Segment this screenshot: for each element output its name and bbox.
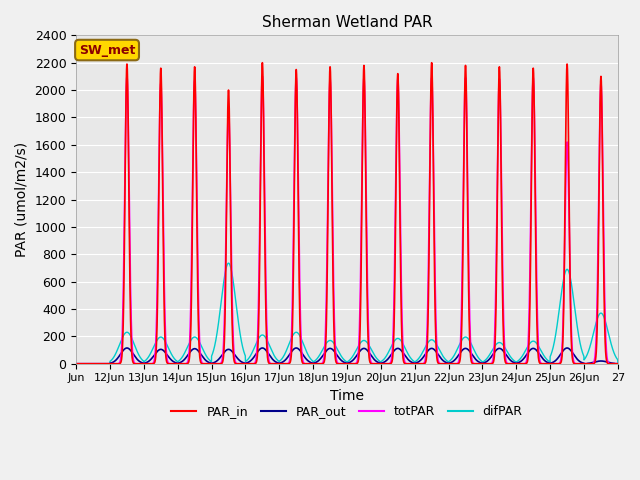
difPAR <box>368 348 376 353</box>
difPAR <box>225 260 232 266</box>
totPAR <box>123 73 131 79</box>
difPAR <box>374 358 382 363</box>
totPAR <box>614 361 621 367</box>
PAR_in <box>147 361 154 367</box>
PAR_in <box>232 361 239 367</box>
totPAR <box>72 361 80 367</box>
difPAR <box>614 361 621 367</box>
Title: Sherman Wetland PAR: Sherman Wetland PAR <box>262 15 433 30</box>
difPAR <box>147 351 154 357</box>
Y-axis label: PAR (umol/m2/s): PAR (umol/m2/s) <box>15 142 29 257</box>
PAR_out <box>368 354 376 360</box>
X-axis label: Time: Time <box>330 389 364 403</box>
PAR_out <box>147 357 154 363</box>
totPAR <box>170 361 178 367</box>
Line: PAR_in: PAR_in <box>76 63 618 364</box>
Line: PAR_out: PAR_out <box>76 348 618 364</box>
Line: difPAR: difPAR <box>76 263 618 364</box>
totPAR <box>178 361 186 367</box>
PAR_out <box>614 361 621 367</box>
PAR_in <box>72 361 80 367</box>
Line: totPAR: totPAR <box>76 76 618 364</box>
PAR_out <box>178 359 186 364</box>
PAR_in <box>368 361 376 367</box>
Legend: PAR_in, PAR_out, totPAR, difPAR: PAR_in, PAR_out, totPAR, difPAR <box>166 400 527 423</box>
difPAR <box>232 297 239 302</box>
totPAR <box>374 361 382 367</box>
PAR_out <box>170 359 178 365</box>
PAR_in <box>374 361 382 367</box>
PAR_out <box>123 345 131 351</box>
difPAR <box>72 361 80 367</box>
PAR_in <box>170 361 178 367</box>
PAR_out <box>374 360 382 365</box>
PAR_in <box>259 60 266 66</box>
Text: SW_met: SW_met <box>79 44 135 57</box>
PAR_in <box>614 361 621 367</box>
PAR_out <box>232 353 239 359</box>
difPAR <box>170 356 178 361</box>
PAR_out <box>72 361 80 367</box>
totPAR <box>368 360 376 366</box>
difPAR <box>178 355 186 360</box>
PAR_in <box>178 361 186 367</box>
totPAR <box>147 361 154 367</box>
totPAR <box>232 360 239 365</box>
